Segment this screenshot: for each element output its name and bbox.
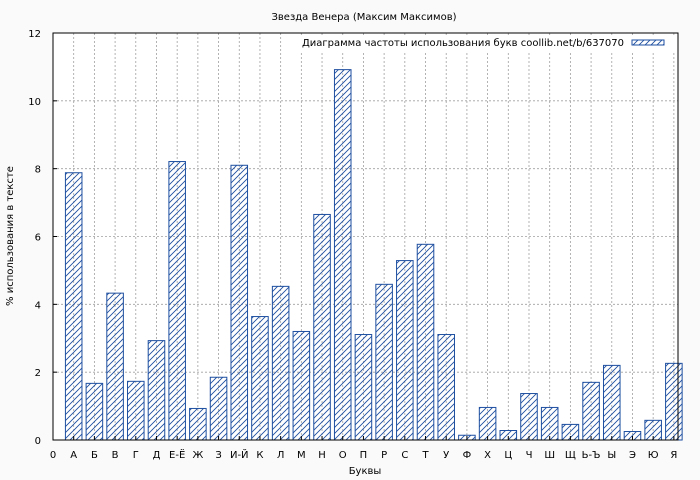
- x-tick-label: Х: [484, 450, 491, 461]
- x-tick-label: Г: [133, 450, 139, 461]
- bar: [582, 381, 600, 441]
- x-tick-label: Б: [91, 450, 98, 461]
- x-tick-label: А: [70, 450, 77, 461]
- legend-background: [284, 35, 675, 51]
- bar: [292, 330, 311, 441]
- bar: [396, 260, 414, 441]
- y-tick-label: 8: [35, 165, 41, 176]
- bar: [540, 406, 559, 441]
- x-tick-label: Я: [670, 450, 677, 461]
- bar: [333, 69, 352, 441]
- x-axis-label: Буквы: [349, 466, 382, 477]
- x-tick-label: Ю: [648, 450, 659, 461]
- bar: [602, 364, 621, 441]
- x-tick-label: З: [215, 450, 221, 461]
- bar: [251, 316, 269, 441]
- x-tick-label: О: [339, 450, 347, 461]
- legend-swatch: [631, 39, 665, 46]
- legend: Диаграмма частоты использования букв coo…: [284, 35, 675, 51]
- x-tick-label: С: [401, 450, 408, 461]
- y-tick-label: 6: [35, 233, 41, 244]
- y-tick-label: 4: [35, 300, 41, 311]
- bar: [520, 393, 538, 441]
- bar: [271, 285, 290, 441]
- bar: [478, 406, 497, 441]
- x-tick-label: Ц: [504, 450, 512, 461]
- x-tick-label: М: [297, 450, 306, 461]
- x-tick-label: И-Й: [230, 448, 249, 461]
- x-tick-label: Э: [629, 450, 636, 461]
- x-tick-label: 0: [50, 450, 56, 461]
- bar: [189, 407, 207, 441]
- x-tick-label: Е-Ё: [169, 448, 185, 461]
- bar: [375, 283, 393, 441]
- x-tick-label: Ч: [526, 450, 533, 461]
- bar: [209, 376, 228, 441]
- y-ticks: 0 2 4 6 8 10 12: [28, 29, 57, 447]
- bar: [127, 380, 145, 441]
- bar: [64, 172, 83, 441]
- x-tick-label: Ш: [544, 450, 555, 461]
- bar: [147, 340, 166, 441]
- x-tick-label: Ф: [463, 450, 472, 461]
- x-tick-label: Н: [318, 450, 326, 461]
- x-tick-label: К: [256, 450, 263, 461]
- x-tick-label: Ж: [192, 450, 203, 461]
- chart-title: Звезда Венера (Максим Максимов): [271, 12, 456, 23]
- x-tick-label: Щ: [565, 450, 576, 461]
- bar: [313, 213, 331, 441]
- bar: [416, 243, 435, 441]
- bar: [168, 161, 186, 441]
- bar: [354, 334, 373, 441]
- x-tick-label: Р: [381, 450, 387, 461]
- bar: [85, 382, 104, 441]
- bar: [230, 164, 249, 441]
- x-tick-label: Л: [277, 450, 285, 461]
- x-tick-label: Т: [421, 450, 429, 461]
- y-tick-label: 0: [35, 436, 41, 447]
- y-axis-label: % использования в тексте: [5, 166, 16, 306]
- x-ticks: 0 А Б В Г Д Е-Ё Ж З И-Й К Л М Н О П Р С Т У Ф Х Ц Ч Ш Щ Ь-Ъ Ы Э Ю Я: [50, 436, 677, 461]
- x-tick-label: У: [443, 450, 449, 461]
- x-tick-label: Ы: [607, 450, 616, 461]
- y-tick-label: 2: [35, 368, 41, 379]
- bar: [665, 362, 683, 441]
- legend-label: Диаграмма частоты использования букв coo…: [302, 38, 624, 49]
- bar: [106, 292, 124, 441]
- x-tick-label: Д: [153, 450, 161, 461]
- x-tick-label: П: [360, 450, 368, 461]
- y-tick-label: 12: [28, 29, 41, 40]
- x-tick-label: Ь-Ъ: [582, 450, 601, 461]
- y-tick-label: 10: [28, 97, 41, 108]
- x-tick-label: В: [112, 450, 119, 461]
- bar: [437, 334, 455, 441]
